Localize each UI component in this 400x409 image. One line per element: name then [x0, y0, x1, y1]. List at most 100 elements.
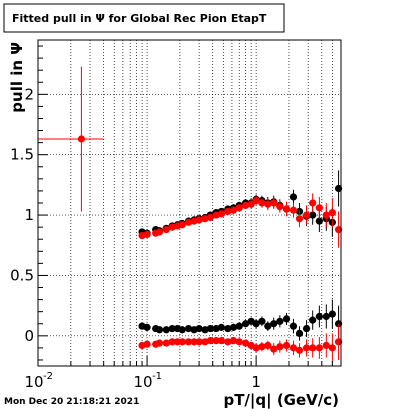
title-box: Fitted pull in Ψ for Global Rec Pion Eta… — [3, 3, 285, 33]
data-point — [276, 340, 284, 353]
marker — [162, 326, 170, 334]
timestamp-footer: Mon Dec 20 21:18:21 2021 — [4, 397, 139, 407]
marker — [155, 339, 164, 347]
data-point — [247, 199, 255, 210]
data-point — [264, 321, 272, 331]
marker — [270, 320, 278, 328]
marker — [334, 184, 343, 193]
data-point — [289, 189, 298, 205]
x-tick-exponent: -1 — [152, 371, 162, 382]
data-point — [178, 326, 186, 334]
marker — [309, 316, 317, 324]
marker — [289, 322, 298, 330]
data-point — [229, 337, 238, 345]
marker — [302, 324, 311, 333]
marker — [264, 200, 272, 208]
marker — [195, 216, 203, 224]
marker — [229, 323, 238, 331]
marker — [190, 338, 198, 346]
marker — [328, 344, 336, 352]
marker — [235, 204, 243, 212]
marker — [184, 218, 193, 226]
marker — [289, 206, 298, 214]
data-point — [235, 322, 243, 330]
marker — [334, 225, 343, 234]
data-point — [270, 317, 278, 330]
x-tick-base: 1 — [251, 373, 261, 391]
data-point — [295, 343, 304, 358]
marker — [264, 322, 272, 330]
marker — [276, 203, 284, 211]
data-point — [235, 338, 243, 346]
x-tick-label: 10 -2 — [24, 371, 53, 391]
data-point — [178, 338, 186, 346]
marker — [252, 196, 260, 205]
data-point — [38, 66, 104, 212]
marker — [168, 324, 176, 333]
marker — [322, 341, 330, 350]
marker — [328, 209, 336, 217]
y-axis-title: pull in Ψ — [8, 42, 26, 113]
data-point — [309, 310, 317, 330]
data-point — [241, 339, 250, 347]
marker — [252, 344, 260, 352]
data-series — [138, 299, 343, 342]
data-point — [217, 323, 225, 331]
data-point — [282, 201, 291, 217]
marker — [309, 211, 317, 219]
data-point — [302, 205, 311, 225]
data-point — [328, 333, 336, 363]
marker — [217, 337, 225, 345]
marker — [295, 215, 304, 223]
title-frame — [3, 3, 285, 33]
marker — [270, 199, 278, 207]
marker — [315, 312, 323, 321]
y-tick-label: 2 — [24, 85, 34, 103]
marker — [241, 320, 250, 328]
marker — [258, 199, 266, 207]
marker — [224, 207, 232, 216]
axis-ticks — [37, 45, 342, 366]
marker — [206, 324, 214, 333]
data-point — [195, 324, 203, 333]
marker — [258, 317, 266, 325]
marker — [309, 199, 317, 207]
marker — [309, 344, 317, 352]
marker — [155, 228, 164, 236]
marker — [276, 317, 284, 325]
data-point — [206, 213, 214, 222]
data-point — [289, 318, 298, 334]
data-series — [138, 323, 343, 363]
data-point — [155, 228, 164, 236]
data-point — [282, 312, 291, 325]
marker — [143, 323, 151, 331]
marker — [289, 193, 298, 201]
chart-title: Fitted pull in Ψ for Global Rec Pion Eta… — [12, 12, 267, 25]
data-point — [258, 316, 266, 327]
marker — [217, 323, 225, 331]
y-tick-label: 1 — [24, 206, 34, 224]
data-point — [302, 320, 311, 338]
data-point — [162, 225, 170, 234]
marker — [235, 338, 243, 346]
marker — [334, 338, 343, 346]
data-point — [264, 340, 272, 351]
marker — [195, 324, 203, 333]
y-tick-label: 1.5 — [10, 146, 34, 164]
data-point — [229, 206, 238, 214]
marker — [162, 339, 170, 347]
marker — [252, 320, 260, 328]
marker — [295, 329, 304, 337]
data-point — [302, 339, 311, 357]
data-point — [289, 340, 298, 356]
y-tick-label: 0.5 — [10, 266, 34, 284]
marker — [282, 205, 291, 213]
data-point — [162, 339, 170, 347]
marker — [178, 338, 186, 346]
marker — [282, 341, 291, 350]
marker — [322, 211, 330, 219]
marker — [212, 337, 220, 345]
marker — [241, 339, 250, 347]
grid-lines — [37, 40, 342, 366]
